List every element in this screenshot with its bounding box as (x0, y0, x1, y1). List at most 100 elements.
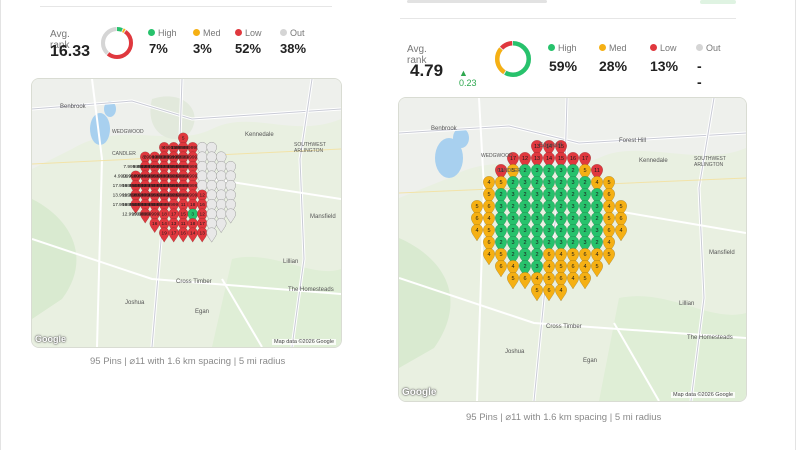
rank-map-left[interactable]: 5 4 11 9.999999999999993 7.999999999999993 3 1… (31, 78, 342, 348)
rank-pin-icon (215, 151, 227, 167)
svg-text:12.999999999999993: 12.999999999999993 (141, 164, 188, 170)
rank-pin-icon: 3 (530, 259, 544, 278)
rank-pin-icon: 14.999999999999993 (132, 180, 178, 196)
svg-text:18.999999999999993: 18.999999999999993 (132, 192, 179, 198)
rank-pin-icon (215, 189, 227, 205)
map-data-attribution: Map data ©2026 Google (671, 392, 736, 398)
svg-text:19.999999999999993: 19.999999999999993 (151, 164, 198, 170)
top-divider (400, 18, 736, 19)
svg-text:2: 2 (559, 228, 562, 234)
rank-pin-icon: 15.999999999999993 (151, 189, 198, 205)
svg-text:15: 15 (181, 211, 187, 217)
svg-text:5: 5 (511, 168, 514, 174)
svg-text:16.999999999999993: 16.999999999999993 (122, 202, 169, 208)
rank-pin-icon: 13.999999999999993 (160, 170, 207, 186)
rank-pin-icon: 2 (578, 175, 592, 194)
rank-pin-icon: 5 (506, 271, 520, 290)
rank-pin-icon: 4 (482, 211, 496, 230)
svg-text:2: 2 (511, 228, 514, 234)
rank-pin-icon (215, 208, 227, 224)
rank-pin-icon: 12.999999999999993 (141, 161, 188, 177)
avg-rank-label: Avg. rank (407, 44, 427, 66)
med-dot-icon (193, 29, 200, 37)
rank-pin-icon: 3 (578, 187, 592, 206)
svg-text:9.999999999999993: 9.999999999999993 (161, 145, 205, 151)
rank-pin-icon: 2 (554, 223, 568, 242)
rank-pin-icon: 3 (554, 211, 568, 230)
svg-text:15.999999999999993: 15.999999999999993 (151, 192, 198, 198)
avg-rank-value: 4.79 (410, 61, 444, 80)
svg-text:4: 4 (607, 240, 610, 246)
svg-text:4: 4 (619, 228, 622, 234)
svg-text:16: 16 (200, 202, 206, 208)
svg-text:12.999999999999993: 12.999999999999993 (170, 192, 217, 198)
rank-pin-icon: 2 (506, 223, 520, 242)
rank-pin-icon: 17.999999999999993 (113, 180, 160, 196)
svg-text:10: 10 (152, 154, 158, 160)
pct-low: 13% (650, 58, 679, 74)
svg-text:12.999999999999993: 12.999999999999993 (122, 211, 169, 217)
rank-pin-icon (206, 170, 217, 186)
rank-pin-icon: 6 (482, 199, 496, 218)
svg-text:3: 3 (583, 192, 586, 198)
avg-rank-label: Avg. rank (50, 29, 70, 51)
rank-pin-icon (215, 199, 227, 215)
rank-pin-icon: 16 (177, 227, 189, 243)
rank-pin-icon: 11.999999999999993 (122, 189, 168, 205)
rank-trend-up: ▲ 0.23 (459, 68, 477, 88)
rank-pin-icon: 7.999999999999993 (171, 142, 215, 158)
rank-pin-icon: 18.999999999999993 (132, 189, 179, 205)
svg-text:3: 3 (191, 211, 194, 217)
svg-text:2: 2 (523, 264, 526, 270)
rank-pin-icon: 14 (187, 227, 198, 243)
svg-text:2: 2 (535, 180, 538, 186)
rank-pin-icon: 18.999999999999993 (160, 180, 207, 196)
svg-text:17.999999999999993: 17.999999999999993 (113, 183, 160, 189)
svg-text:18: 18 (162, 211, 168, 217)
rank-pin-icon: 16 (149, 218, 160, 234)
svg-text:19.999999999999993: 19.999999999999993 (132, 211, 179, 217)
rank-pin-icon: 2 (542, 163, 556, 182)
rank-pin-icon: 19.999999999999993 (151, 161, 198, 177)
rank-pin-icon: 2 (566, 235, 580, 254)
rank-pin-icon: 2 (542, 235, 556, 254)
pct-med: 28% (599, 58, 628, 74)
rank-pin-icon: 3 (506, 187, 520, 206)
legend-med: Med (599, 43, 627, 53)
rank-pin-icon: 5 (590, 259, 604, 278)
rank-pin-icon: 4 (614, 223, 628, 242)
rank-pin-icon: 15.999999999999993 (122, 180, 169, 196)
svg-text:5: 5 (487, 192, 490, 198)
svg-text:3: 3 (547, 228, 550, 234)
svg-text:14: 14 (162, 221, 168, 227)
svg-text:14: 14 (190, 230, 196, 236)
rank-pin-icon: 2 (554, 199, 568, 218)
rank-pin-icon: 17 (506, 151, 520, 170)
svg-text:4: 4 (559, 252, 562, 258)
svg-text:2: 2 (547, 168, 550, 174)
place-label: Joshua (125, 300, 145, 306)
pct-high: 59% (549, 58, 578, 74)
place-label: Joshua (505, 349, 525, 355)
svg-text:16.999999999999993: 16.999999999999993 (170, 183, 217, 189)
svg-text:3: 3 (523, 252, 526, 258)
rank-pin-icon: 4 (158, 142, 170, 158)
svg-text:3: 3 (559, 168, 562, 174)
rank-pin-icon (225, 189, 236, 205)
rank-map-right[interactable]: 13 14 15 17 12 13 14 15 16 17 11 5 2 3 2 3 2 5 11 4 5 2 3 2 3 2 3 2… (398, 97, 747, 402)
svg-text:3: 3 (523, 204, 526, 210)
svg-text:3: 3 (571, 228, 574, 234)
svg-text:3: 3 (144, 154, 147, 160)
svg-text:11: 11 (498, 168, 504, 174)
rank-pin-icon (206, 189, 217, 205)
rank-pin-icon: 2 (566, 163, 580, 182)
svg-text:12: 12 (522, 156, 528, 162)
rank-pin-icon: 2 (530, 199, 544, 218)
rank-pin-icon: 10 (149, 151, 160, 167)
rank-pin-icon: 12.999999999999993 (122, 208, 169, 224)
svg-text:2: 2 (511, 180, 514, 186)
place-label: Lillian (679, 301, 695, 307)
svg-text:17: 17 (200, 221, 206, 227)
rank-pin-icon: 5 (578, 271, 592, 290)
svg-text:3: 3 (571, 180, 574, 186)
